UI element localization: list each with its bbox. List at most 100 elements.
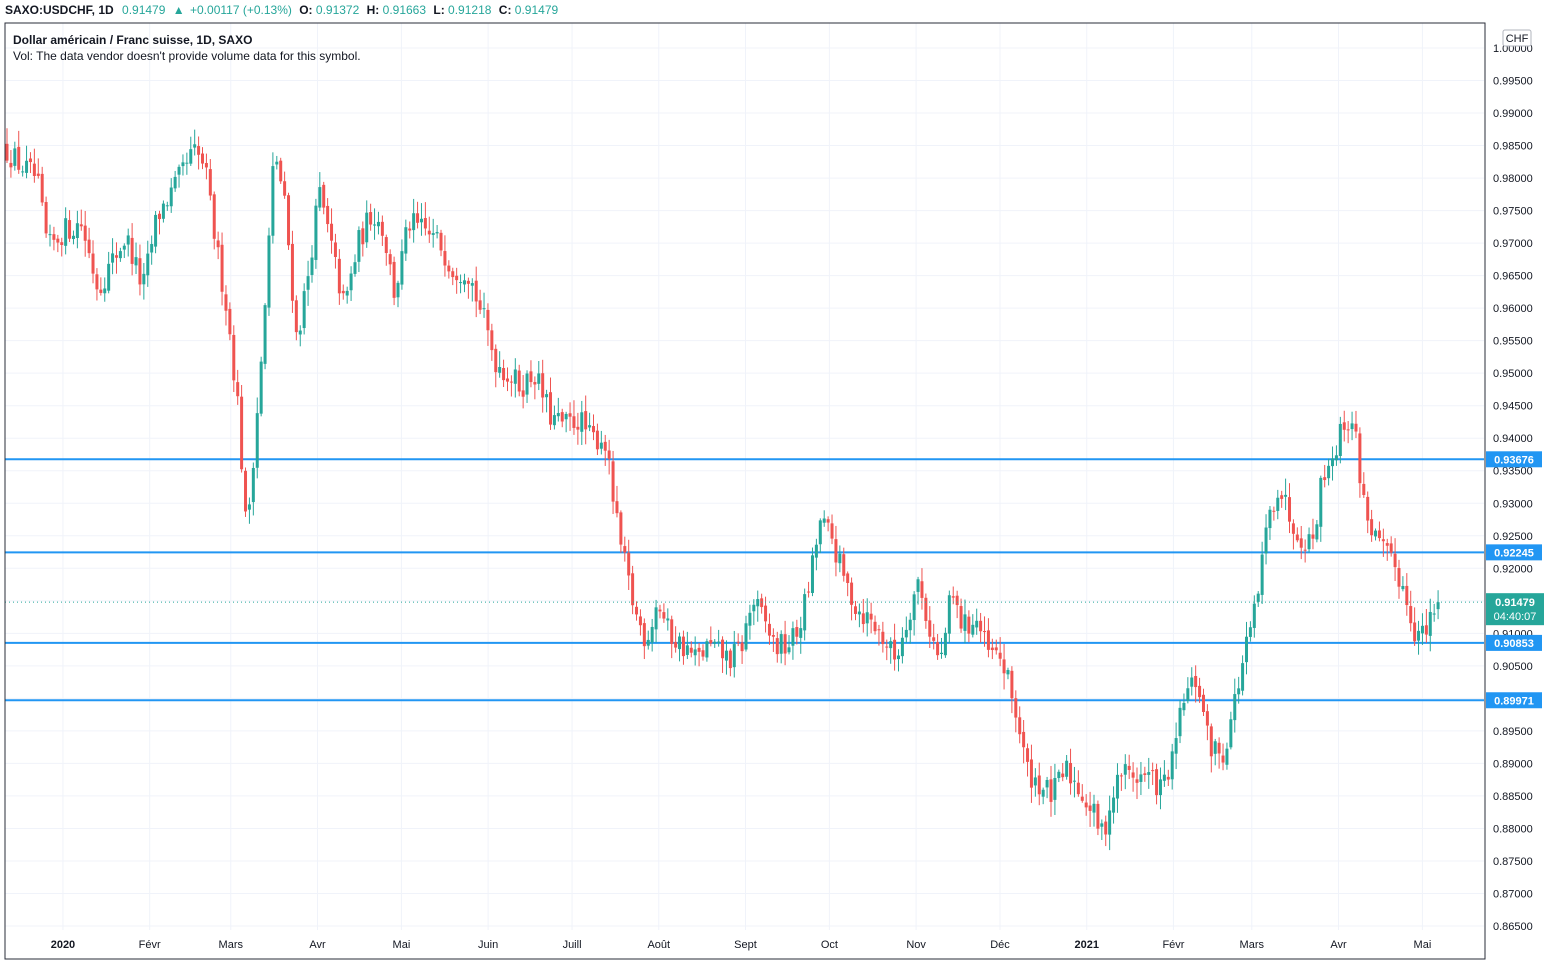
candle — [185, 152, 189, 175]
time-axis[interactable]: 2020 Févr Mars Avr Mai Juin Juill Août Sept Oct No… — [51, 939, 1432, 951]
candle-body — [1155, 769, 1159, 796]
candle-body — [220, 244, 224, 292]
candle — [267, 227, 271, 316]
candle-body — [169, 187, 173, 207]
candle-body — [900, 637, 904, 657]
candle-body — [599, 442, 603, 449]
currency-button[interactable]: CHF — [1502, 29, 1532, 47]
candle — [134, 242, 138, 275]
candle — [1354, 410, 1358, 439]
level-labels: 0.93676 0.92245 0.90853 0.89971 — [1486, 451, 1542, 709]
candle — [771, 628, 775, 652]
candle — [13, 141, 17, 171]
candle — [236, 369, 240, 405]
candle-body — [521, 390, 525, 397]
candle — [486, 303, 490, 346]
candle-body — [509, 381, 513, 383]
candle — [861, 598, 865, 633]
candle — [357, 226, 361, 273]
candle — [64, 207, 68, 255]
candle — [114, 242, 118, 274]
candle — [294, 295, 298, 341]
candle — [142, 262, 146, 300]
candle — [255, 397, 259, 479]
candle-body — [1158, 779, 1162, 796]
candle — [451, 267, 455, 286]
candle — [306, 260, 310, 306]
candle-body — [247, 504, 251, 510]
candle-body — [1358, 433, 1362, 484]
candle-body — [60, 242, 64, 245]
candle — [1280, 490, 1284, 508]
grid-lines — [5, 23, 1484, 930]
candle-body — [826, 519, 830, 523]
candle-body — [638, 616, 642, 626]
candle-body — [1319, 477, 1323, 527]
candle — [1014, 690, 1018, 733]
candle-body — [611, 461, 615, 502]
candle — [775, 631, 779, 663]
candle — [1053, 763, 1057, 816]
candle — [1233, 678, 1237, 733]
candle-body — [142, 273, 146, 285]
candle-body — [595, 430, 599, 450]
candle-body — [689, 647, 693, 653]
candle-body — [122, 245, 126, 250]
candle — [1022, 720, 1026, 764]
candle-body — [1037, 775, 1041, 795]
candle — [724, 640, 728, 675]
candle-body — [799, 628, 803, 638]
candle-body — [584, 411, 588, 430]
candle-body — [1276, 497, 1280, 511]
candle-body — [201, 153, 205, 164]
level-label-bg — [1486, 634, 1542, 651]
price-tick-label: 0.94000 — [1493, 433, 1533, 445]
candle — [181, 154, 185, 176]
candle-body — [1264, 527, 1268, 554]
candle-body — [466, 280, 470, 284]
price-tick-label: 0.94500 — [1493, 401, 1533, 413]
low-value: 0.91218 — [448, 3, 492, 17]
candle-body — [330, 223, 334, 241]
candle-body — [1053, 777, 1057, 800]
candle-body — [251, 467, 255, 503]
candle-body — [451, 271, 455, 278]
candle — [130, 223, 134, 276]
candle-body — [400, 251, 404, 285]
candle-body — [975, 620, 979, 628]
candle-body — [724, 650, 728, 661]
candle-body — [1033, 777, 1037, 786]
candle — [576, 412, 580, 445]
candle-body — [40, 173, 44, 203]
candle — [1217, 737, 1221, 769]
candle — [767, 613, 771, 645]
candle — [760, 593, 764, 614]
close-value: 0.91479 — [515, 3, 559, 17]
candle-body — [161, 203, 165, 219]
high-label: H: — [367, 3, 380, 17]
candle-body — [877, 629, 881, 631]
candle-body — [545, 394, 549, 398]
candle-body — [408, 228, 412, 231]
candle-body — [529, 371, 533, 383]
legend-title: Dollar américain / Franc suisse, 1D, SAX… — [13, 33, 252, 47]
candle — [408, 221, 412, 239]
candle-body — [1436, 602, 1440, 610]
candle-body — [588, 425, 592, 428]
candle — [1158, 767, 1162, 810]
candle-body — [384, 237, 388, 254]
candle — [1385, 538, 1389, 561]
price-tick-label: 0.97500 — [1493, 206, 1533, 218]
candle — [416, 201, 420, 229]
candle — [513, 358, 517, 398]
candle — [787, 635, 791, 655]
candle-body — [603, 441, 607, 451]
candle-body — [865, 612, 869, 624]
candle — [103, 277, 107, 302]
candle — [1268, 505, 1272, 540]
candle — [25, 145, 29, 179]
candle-body — [869, 613, 873, 620]
candle-body — [1291, 523, 1295, 534]
